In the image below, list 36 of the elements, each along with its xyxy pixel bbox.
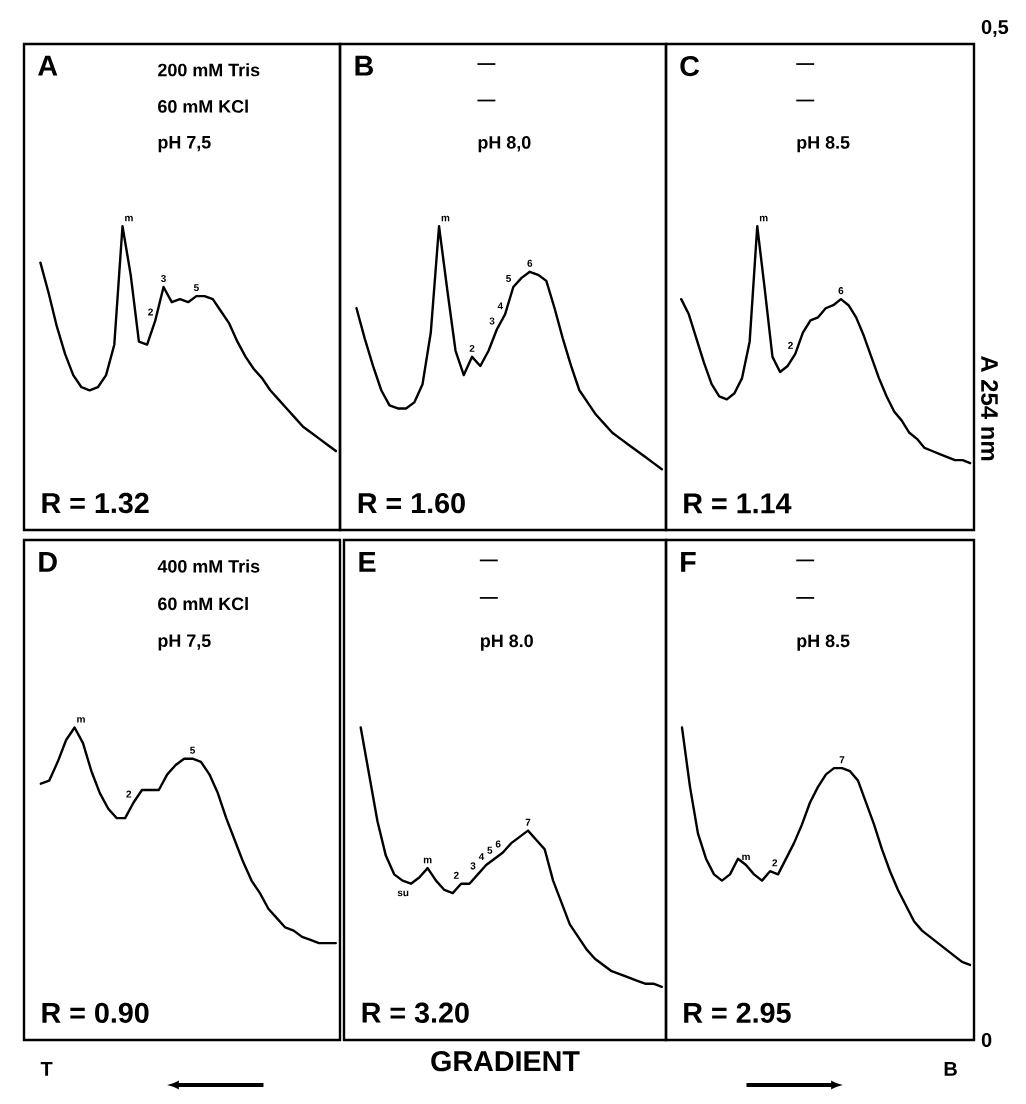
text: — [479,559,498,562]
text: — [796,597,815,599]
annotation: R = 1.14 [684,493,792,514]
text: 400 mM Tris [157,559,260,573]
text: T [40,1062,53,1076]
chart-title: B [355,55,373,76]
annotation: R = 3.20 [362,1002,469,1023]
text: pH 7,5 [158,634,211,651]
text: 60 mM KCl [158,99,248,113]
annotation: R = 1.32 [42,492,149,514]
chart-title: E [359,552,376,572]
text: — [796,559,815,562]
annotation: R = 0.90 [42,1002,149,1023]
text: pH 8.0 [481,634,533,651]
text: 200 mM Tris [158,63,260,77]
annotation: R = 1.60 [358,492,465,514]
x-axis-title: GRADIENT [431,1051,580,1072]
y-axis-title: A 254 nm [981,355,998,461]
text: — [477,99,496,102]
text: pH 8.5 [797,634,850,651]
text: — [477,63,496,65]
text: 60 mM KCl [158,597,248,611]
text: pH 8,0 [478,136,531,153]
chart-title: F [681,552,696,572]
text: pH 7,5 [158,136,211,153]
text: B [944,1062,957,1076]
chart-title: A [38,55,58,76]
text: 0 [981,1032,992,1048]
chart-title: C [680,55,700,77]
text: 0,5 [981,19,1009,37]
annotation: R = 2.95 [684,1002,791,1023]
chart-title: D [39,552,57,572]
text: — [796,63,815,65]
text: pH 8.5 [797,136,850,153]
text: — [796,99,815,102]
text: — [479,597,498,599]
